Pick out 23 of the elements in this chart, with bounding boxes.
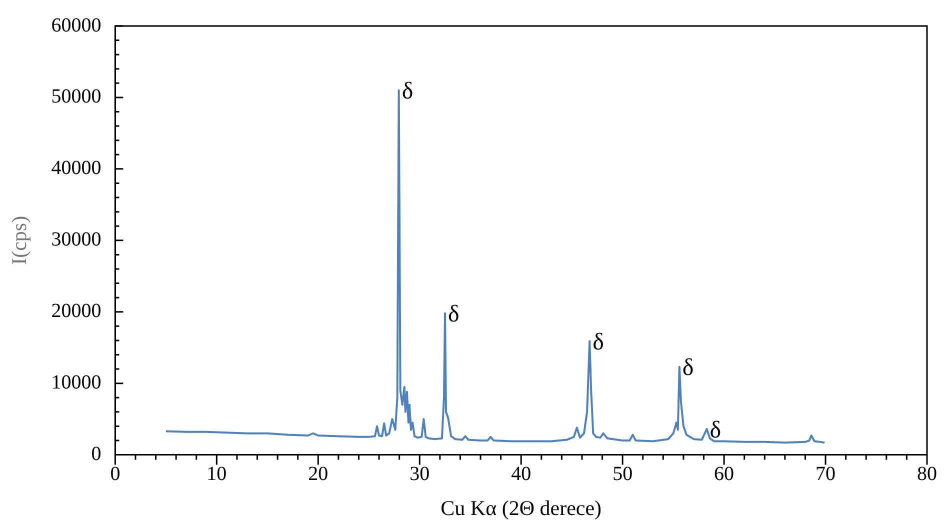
y-tick-label: 30000 [51,228,102,251]
y-tick-label: 50000 [51,86,102,108]
y-tick-label: 10000 [51,372,102,394]
y-tick-label: 60000 [51,14,102,36]
x-tick-label: 70 [816,463,836,486]
x-axis-title: Cu Kα (2Θ derece) [440,496,602,520]
y-axis-title: I(cps) [7,216,32,265]
annotation: δ [402,78,414,105]
annotation: δ [592,329,604,356]
y-tick-label: 0 [91,443,102,466]
annotation: δ [448,302,460,328]
y-tick-label: 40000 [51,157,102,180]
x-tick-label: 50 [612,463,633,486]
x-tick-label: 80 [917,463,937,486]
x-tick-label: 20 [308,463,328,486]
annotation: δ [682,355,694,382]
x-tick-label: 10 [206,463,227,486]
annotation: δ [710,417,722,444]
x-tick-label: 40 [511,463,532,486]
x-tick-label: 0 [110,463,120,486]
x-tick-label: 30 [410,463,430,486]
y-tick-label: 20000 [51,300,102,322]
x-tick-label: 60 [714,463,734,486]
